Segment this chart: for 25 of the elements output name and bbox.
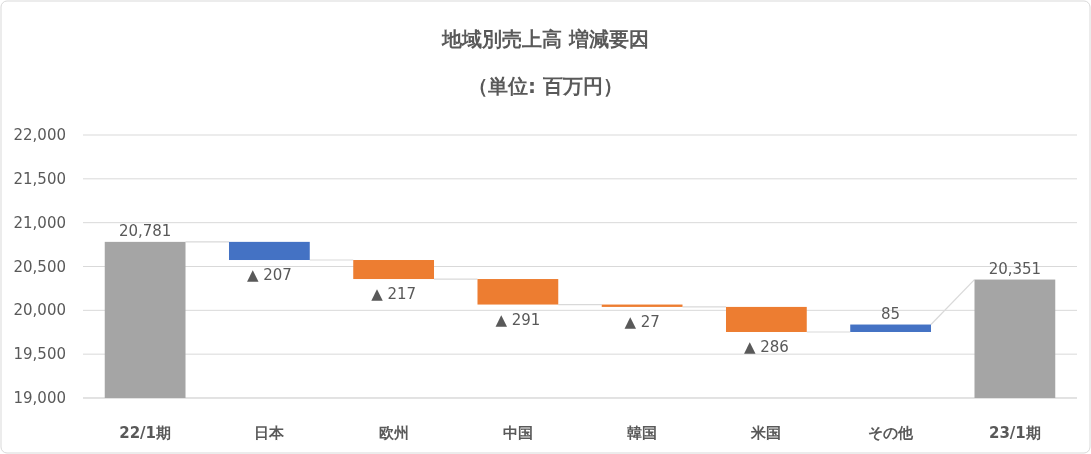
- y-tick-label: 20,500: [13, 257, 66, 276]
- x-tick-label: 米国: [750, 424, 782, 442]
- x-tick-label: 中国: [502, 424, 533, 442]
- y-tick-label: 19,500: [13, 345, 66, 364]
- x-tick-label: 欧州: [378, 424, 409, 442]
- data-label: 20,351: [988, 259, 1042, 278]
- x-tick-label: 22/1期: [119, 424, 172, 442]
- data-label: ▲ 291: [495, 310, 541, 329]
- y-tick-label: 20,000: [13, 301, 66, 320]
- chart-title: 地域別売上高 増減要因: [441, 27, 649, 51]
- x-tick-label: 23/1期: [988, 424, 1041, 442]
- data-label: ▲ 217: [371, 285, 417, 304]
- y-tick-label: 22,000: [13, 126, 66, 144]
- y-tick-label: 21,000: [13, 213, 66, 232]
- data-label: 85: [881, 304, 901, 323]
- chart-subtitle: （単位: 百万円）: [468, 74, 623, 98]
- y-tick-label: 21,500: [13, 169, 66, 188]
- data-label: ▲ 286: [743, 337, 789, 356]
- y-tick-label: 19,000: [13, 389, 66, 407]
- x-tick-label: 日本: [254, 424, 286, 442]
- x-tick-label: 韓国: [627, 424, 658, 442]
- x-tick-label: その他: [868, 424, 915, 442]
- data-label: 20,781: [118, 221, 172, 240]
- data-label: ▲ 207: [246, 266, 292, 285]
- data-label: ▲ 27: [624, 312, 660, 331]
